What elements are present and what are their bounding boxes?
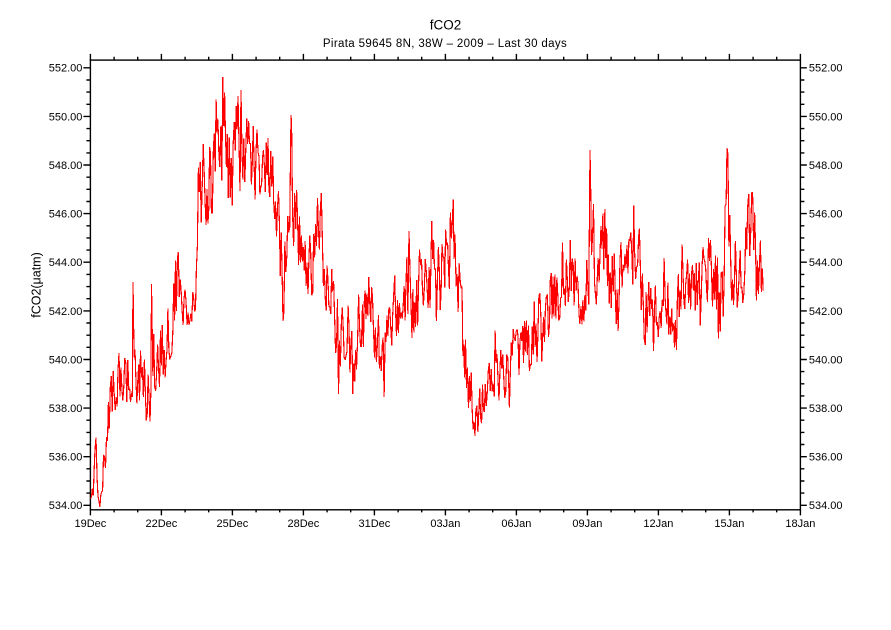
svg-text:548.00: 548.00 bbox=[49, 160, 83, 172]
svg-text:542.00: 542.00 bbox=[809, 306, 843, 318]
svg-text:536.00: 536.00 bbox=[49, 452, 83, 464]
svg-text:18Jan: 18Jan bbox=[785, 518, 815, 530]
svg-text:546.00: 546.00 bbox=[49, 209, 83, 221]
svg-text:546.00: 546.00 bbox=[809, 209, 843, 221]
svg-text:534.00: 534.00 bbox=[49, 500, 83, 512]
svg-text:19Dec: 19Dec bbox=[75, 518, 107, 530]
svg-text:09Jan: 09Jan bbox=[572, 518, 602, 530]
svg-text:fCO2: fCO2 bbox=[430, 17, 462, 32]
svg-text:15Jan: 15Jan bbox=[714, 518, 744, 530]
svg-text:534.00: 534.00 bbox=[809, 500, 843, 512]
svg-text:06Jan: 06Jan bbox=[501, 518, 531, 530]
svg-text:fCO2(μatm): fCO2(μatm) bbox=[30, 252, 44, 318]
svg-text:25Dec: 25Dec bbox=[217, 518, 249, 530]
svg-text:538.00: 538.00 bbox=[809, 403, 843, 415]
svg-text:548.00: 548.00 bbox=[809, 160, 843, 172]
svg-text:22Dec: 22Dec bbox=[146, 518, 178, 530]
svg-text:538.00: 538.00 bbox=[49, 403, 83, 415]
svg-text:544.00: 544.00 bbox=[49, 257, 83, 269]
svg-text:28Dec: 28Dec bbox=[288, 518, 320, 530]
svg-text:540.00: 540.00 bbox=[49, 354, 83, 366]
svg-text:12Jan: 12Jan bbox=[643, 518, 673, 530]
svg-text:31Dec: 31Dec bbox=[359, 518, 391, 530]
svg-text:542.00: 542.00 bbox=[49, 306, 83, 318]
svg-text:552.00: 552.00 bbox=[49, 63, 83, 75]
svg-text:Pirata 59645 8N, 38W – 2009 –: Pirata 59645 8N, 38W – 2009 – Last 30 da… bbox=[323, 38, 567, 50]
svg-text:544.00: 544.00 bbox=[809, 257, 843, 269]
svg-text:550.00: 550.00 bbox=[49, 111, 83, 123]
svg-text:536.00: 536.00 bbox=[809, 452, 843, 464]
svg-text:03Jan: 03Jan bbox=[430, 518, 460, 530]
svg-text:550.00: 550.00 bbox=[809, 111, 843, 123]
svg-text:552.00: 552.00 bbox=[809, 63, 843, 75]
svg-text:540.00: 540.00 bbox=[809, 354, 843, 366]
